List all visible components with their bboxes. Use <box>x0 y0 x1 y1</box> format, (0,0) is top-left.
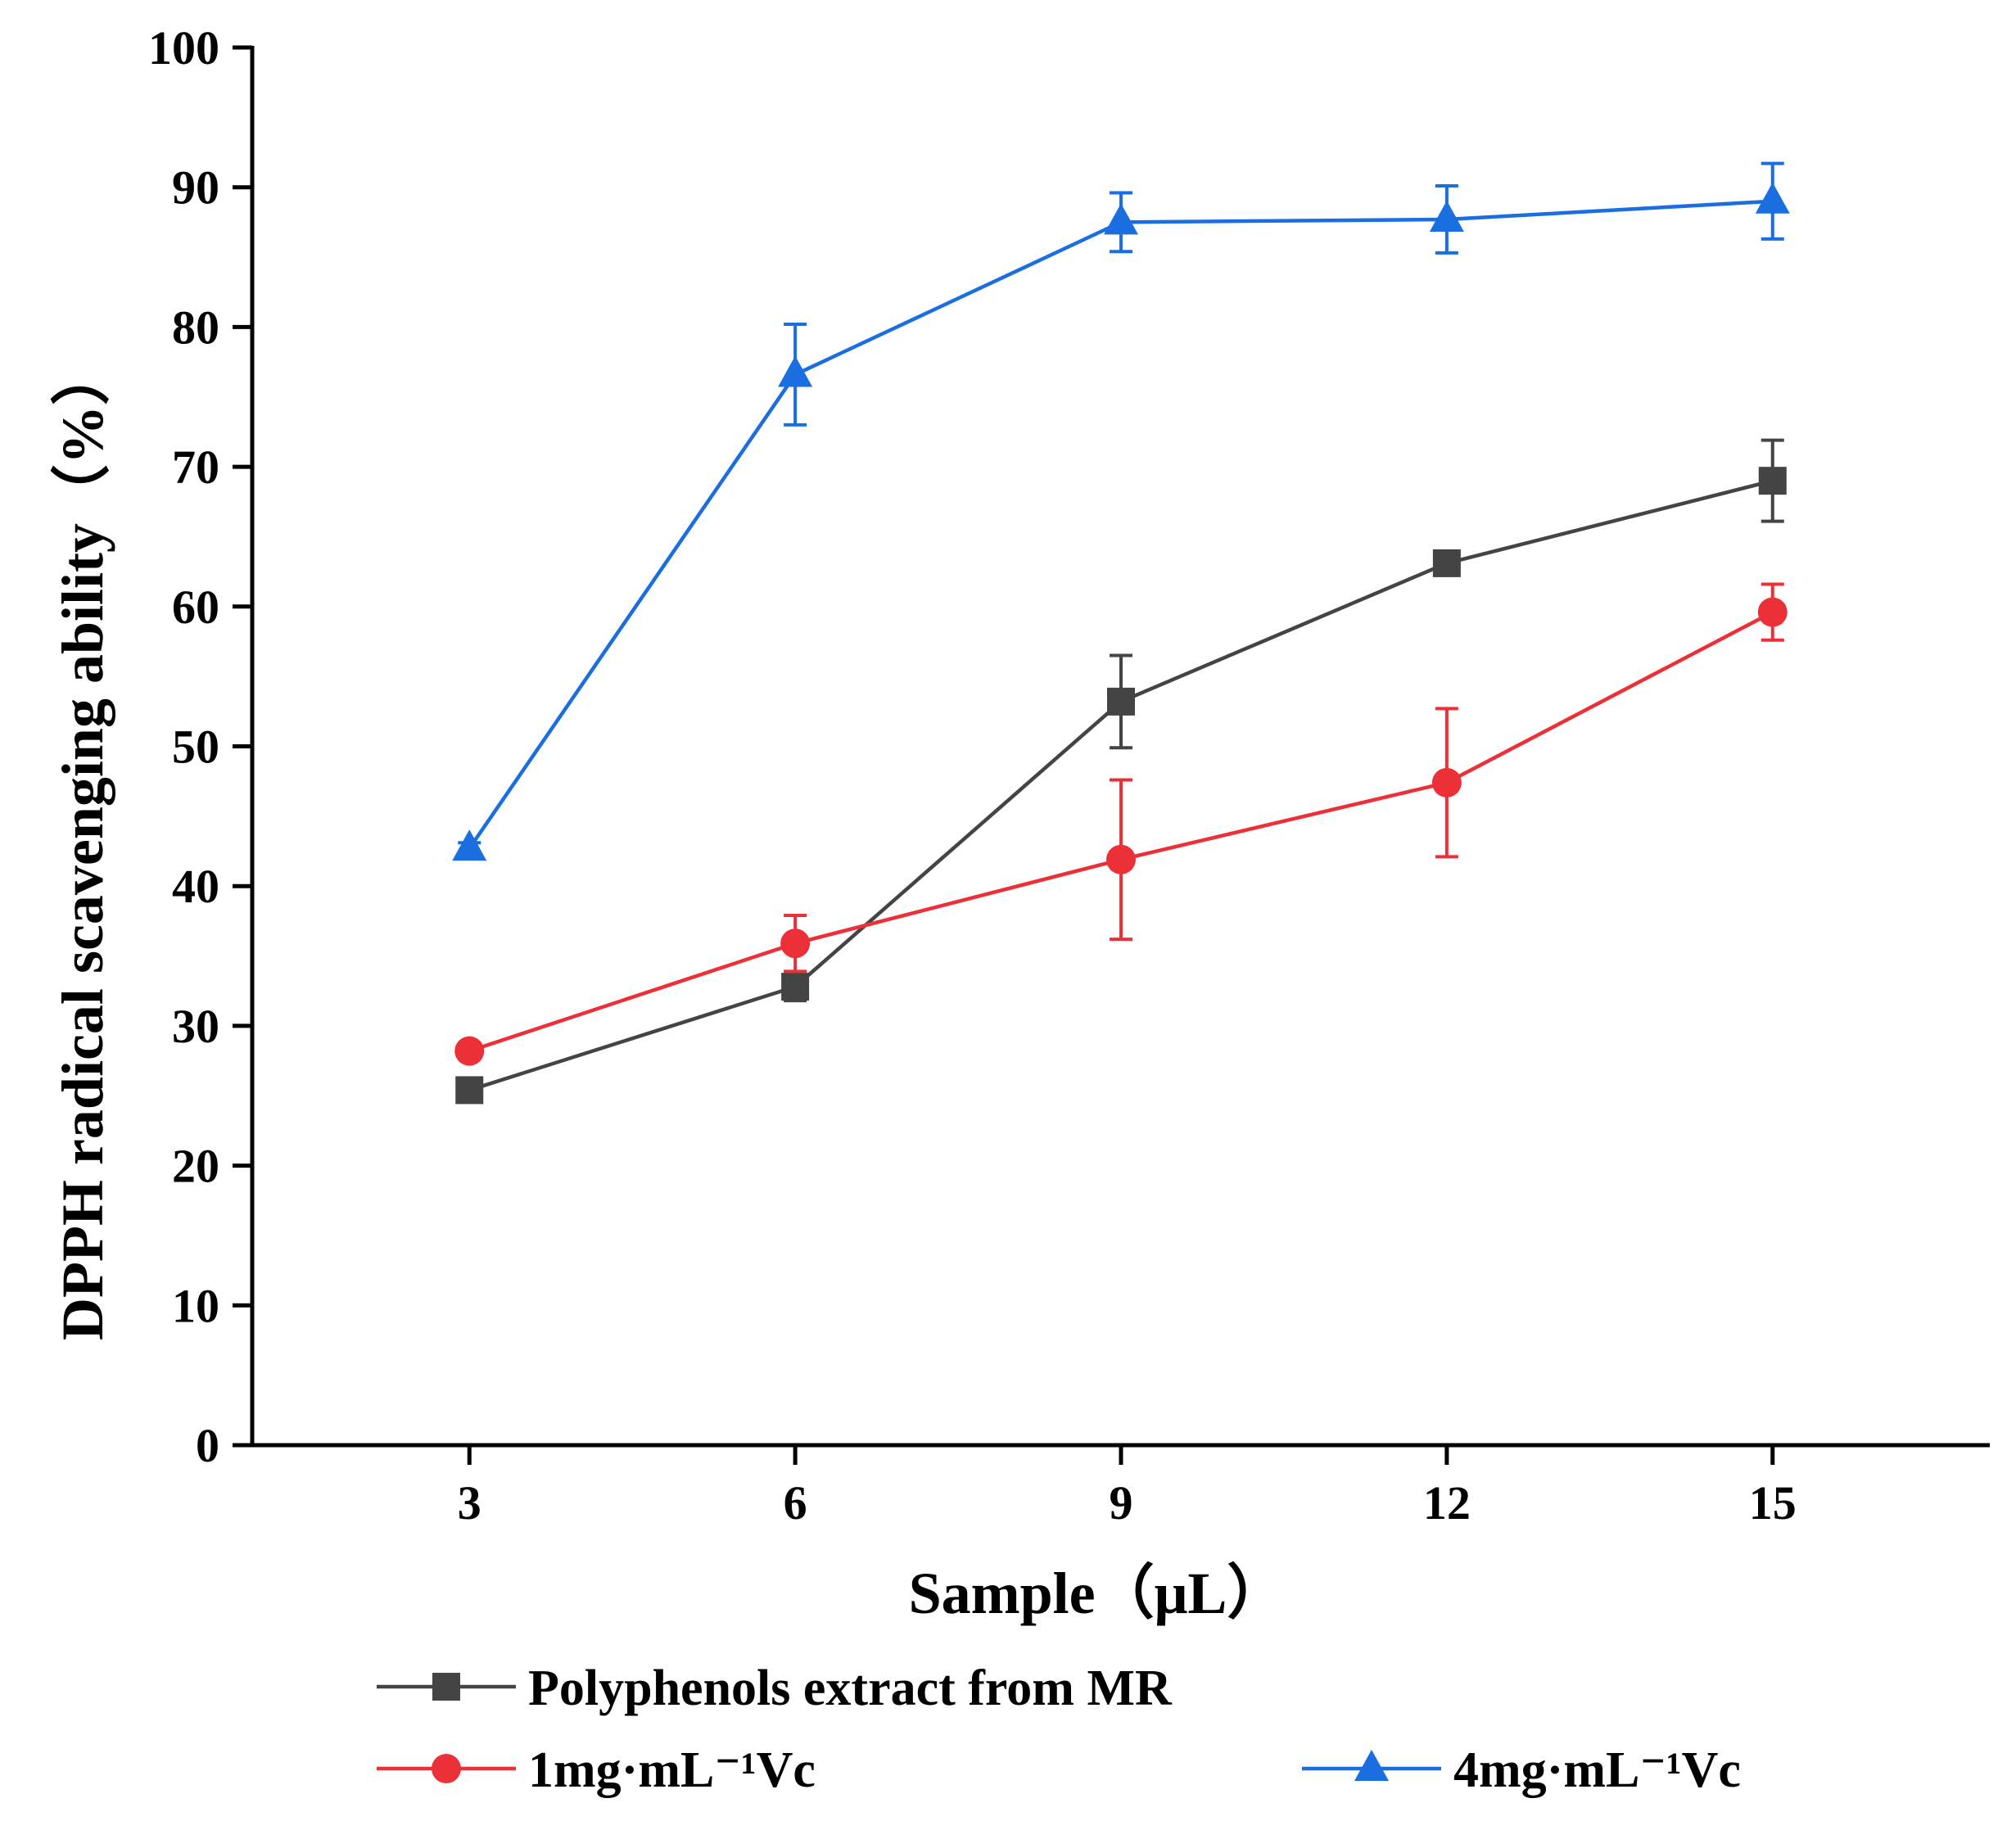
y-tick-label: 100 <box>148 21 219 75</box>
y-tick-label: 0 <box>196 1419 219 1472</box>
y-tick-label: 60 <box>172 581 219 634</box>
series-1 <box>454 582 1788 1066</box>
y-tick-label: 40 <box>172 860 219 913</box>
series-0 <box>455 438 1787 1105</box>
data-point <box>1758 467 1787 495</box>
legend-marker <box>1354 1750 1389 1781</box>
data-point <box>1432 549 1461 577</box>
y-tick-label: 80 <box>172 300 219 354</box>
legend-label: 4mg·mL⁻¹Vc <box>1453 1742 1741 1798</box>
legend-marker <box>432 1673 460 1701</box>
legend-entry: 1mg·mL⁻¹Vc <box>377 1742 816 1798</box>
y-tick-label: 10 <box>172 1279 219 1332</box>
legend-entry: 4mg·mL⁻¹Vc <box>1302 1742 1741 1798</box>
series-line <box>468 199 1773 850</box>
data-point <box>1104 203 1138 235</box>
series-2 <box>452 161 1790 861</box>
y-tick-label: 20 <box>172 1140 219 1193</box>
legend-label: Polyphenols extract from MR <box>528 1661 1173 1716</box>
legend: Polyphenols extract from MR 1mg·mL⁻¹Vc 4mg… <box>377 1661 1741 1798</box>
data-point <box>778 355 813 387</box>
data-point <box>454 1036 485 1066</box>
legend-marker <box>432 1754 461 1783</box>
y-tick-label: 90 <box>172 161 219 215</box>
data-point <box>1755 182 1790 214</box>
axes: 0 10 20 30 40 50 60 70 80 90 100 3 6 9 12 15 <box>148 21 1990 1530</box>
legend-entry: Polyphenols extract from MR <box>377 1661 1173 1716</box>
data-point <box>455 1076 484 1105</box>
y-tick-label: 50 <box>172 721 219 774</box>
data-point <box>1429 200 1464 232</box>
x-tick-label: 9 <box>1110 1476 1133 1530</box>
legend-label: 1mg·mL⁻¹Vc <box>528 1742 816 1798</box>
series-layer <box>452 161 1790 1105</box>
y-axis-label: DPPH radical scavenging ability（%） <box>50 346 115 1340</box>
data-point <box>452 829 487 861</box>
x-tick-label: 15 <box>1749 1476 1797 1530</box>
data-point <box>1757 597 1788 627</box>
data-point <box>1106 844 1136 874</box>
x-tick-label: 12 <box>1423 1476 1471 1530</box>
data-point <box>1431 767 1462 798</box>
x-axis-label: Sample（μL） <box>909 1561 1286 1626</box>
y-tick-label: 70 <box>172 441 219 494</box>
data-point <box>781 973 810 1001</box>
x-tick-label: 3 <box>458 1476 481 1530</box>
x-tick-label: 6 <box>784 1476 807 1530</box>
y-tick-label: 30 <box>172 1000 219 1053</box>
data-point <box>780 929 811 959</box>
data-point <box>1107 687 1135 716</box>
